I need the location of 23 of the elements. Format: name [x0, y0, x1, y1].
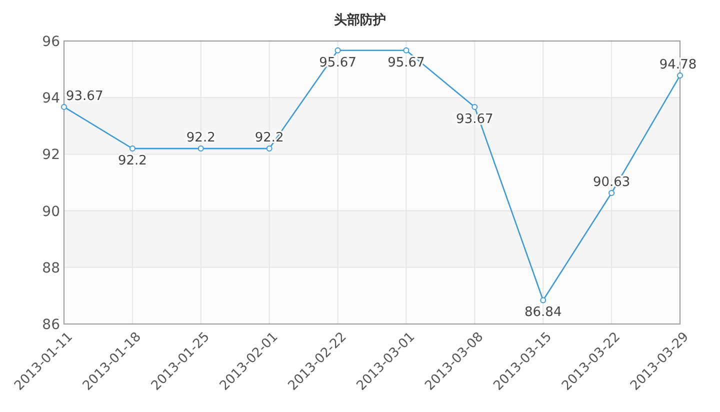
y-tick-label: 90: [42, 204, 60, 220]
data-label: 86.84: [524, 305, 562, 320]
point: [198, 146, 204, 152]
data-label: 92.2: [118, 154, 147, 169]
point: [472, 104, 478, 110]
point: [129, 146, 136, 152]
point: [540, 297, 546, 304]
data-label: 94.78: [659, 58, 697, 73]
chart-title: 头部防护: [334, 12, 386, 28]
data-label: 95.67: [388, 55, 425, 70]
point: [403, 47, 410, 54]
data-label: 92.2: [186, 130, 216, 146]
data-label: 93.67: [66, 88, 104, 104]
point: [608, 190, 615, 196]
y-tick-label: 92: [42, 147, 60, 164]
point: [266, 146, 272, 152]
point: [334, 47, 341, 54]
y-tick-label: 86: [42, 317, 60, 333]
point: [61, 104, 67, 110]
y-tick-label: 96: [42, 34, 60, 50]
y-tick-label: 94: [42, 90, 60, 107]
point: [677, 72, 683, 79]
y-tick-label: 88: [42, 260, 60, 276]
